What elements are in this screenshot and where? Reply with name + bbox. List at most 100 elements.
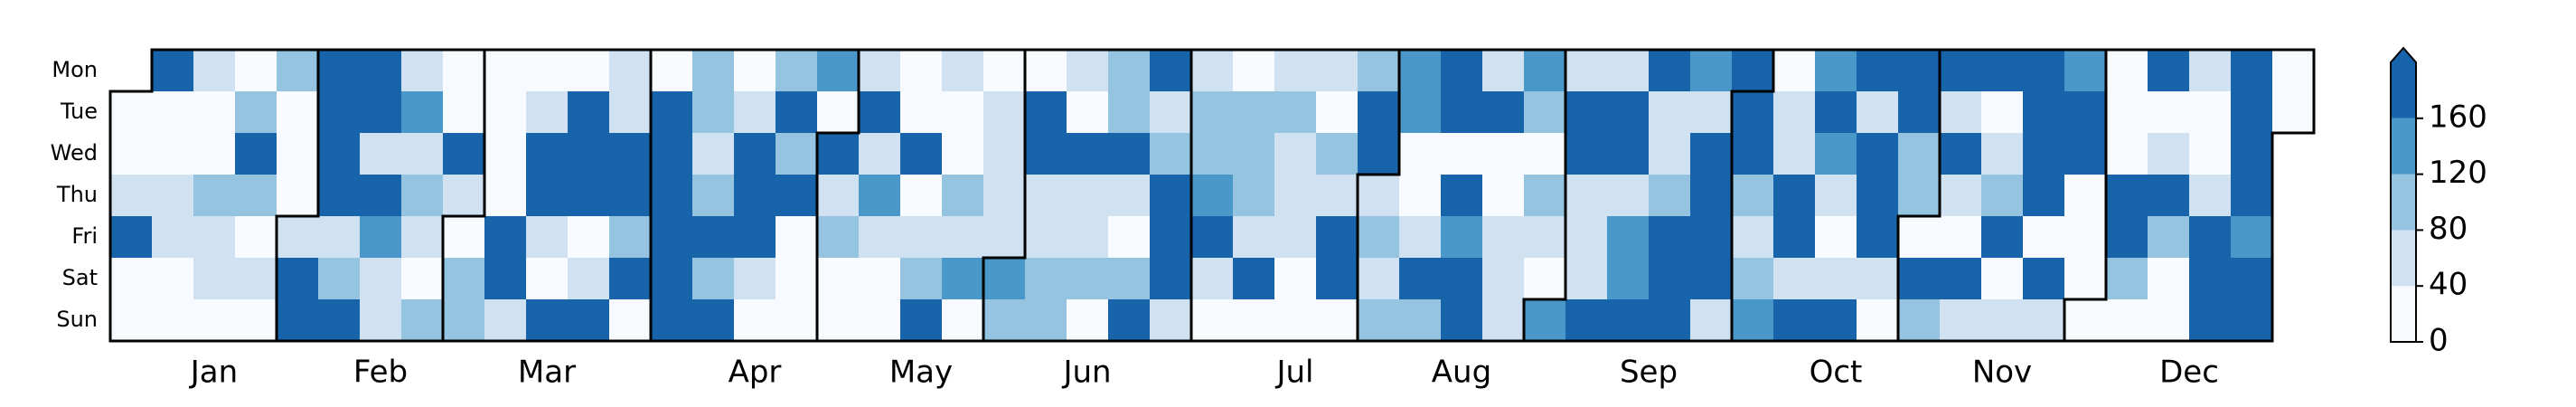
day-cell xyxy=(1316,299,1358,341)
day-cell xyxy=(1358,91,1399,133)
day-cell xyxy=(152,50,193,91)
day-cell xyxy=(1316,258,1358,299)
day-cell xyxy=(1565,258,1607,299)
day-cell xyxy=(1108,175,1150,216)
day-cell xyxy=(152,133,193,175)
day-cell xyxy=(734,50,776,91)
day-cell xyxy=(1441,299,1482,341)
day-cell xyxy=(235,91,277,133)
day-cell xyxy=(817,91,859,133)
day-cell xyxy=(776,216,817,258)
day-cell xyxy=(1773,50,1815,91)
day-cell xyxy=(484,50,526,91)
day-cell xyxy=(2231,50,2272,91)
day-cell xyxy=(1690,175,1732,216)
day-cell xyxy=(692,258,734,299)
day-cell xyxy=(983,216,1025,258)
day-cell xyxy=(1358,175,1399,216)
day-cell xyxy=(484,216,526,258)
day-cell xyxy=(983,133,1025,175)
day-cell xyxy=(235,216,277,258)
day-cell xyxy=(1940,133,1981,175)
day-cell xyxy=(2189,299,2231,341)
day-cell xyxy=(1773,258,1815,299)
day-cell xyxy=(1482,91,1524,133)
day-cell xyxy=(1274,299,1316,341)
day-cell xyxy=(568,133,609,175)
day-cell xyxy=(1025,50,1067,91)
day-cell xyxy=(1898,216,1940,258)
day-cell xyxy=(2148,91,2189,133)
day-cell xyxy=(776,133,817,175)
day-cell xyxy=(110,216,152,258)
day-cell xyxy=(152,258,193,299)
day-cell xyxy=(1233,258,1274,299)
day-cell xyxy=(1815,91,1857,133)
day-cell xyxy=(277,258,318,299)
day-cell xyxy=(1732,175,1773,216)
row-label: Sun xyxy=(56,307,98,332)
day-cell xyxy=(776,175,817,216)
day-cell xyxy=(609,299,651,341)
day-cell xyxy=(776,299,817,341)
day-cell xyxy=(1524,91,1565,133)
day-cell xyxy=(193,91,235,133)
day-cell xyxy=(1399,258,1441,299)
colorbar-band xyxy=(2391,230,2416,287)
day-cell xyxy=(401,216,443,258)
day-cell xyxy=(1233,216,1274,258)
labels: Mon Tue Wed Thu Fri Sat Sun Jan Feb Mar Apr May Jun J… xyxy=(51,57,2219,391)
day-cell xyxy=(277,50,318,91)
day-cell xyxy=(2064,299,2106,341)
day-cell xyxy=(2189,91,2231,133)
month-label: Feb xyxy=(353,355,408,391)
day-cell xyxy=(1773,175,1815,216)
day-cell xyxy=(776,91,817,133)
day-cell xyxy=(1482,216,1524,258)
day-cell xyxy=(1940,216,1981,258)
day-cell xyxy=(1940,50,1981,91)
day-cell xyxy=(1482,133,1524,175)
day-cell xyxy=(2106,175,2148,216)
month-label: Nov xyxy=(1972,355,2032,391)
day-cell xyxy=(1399,133,1441,175)
day-cell xyxy=(1981,175,2023,216)
month-outlines xyxy=(108,48,2316,343)
day-cell xyxy=(1441,258,1482,299)
day-cell xyxy=(776,50,817,91)
day-cell xyxy=(2106,91,2148,133)
day-cell xyxy=(1108,133,1150,175)
day-cell xyxy=(526,175,568,216)
day-cell xyxy=(1399,91,1441,133)
day-cell xyxy=(651,216,692,258)
day-cell xyxy=(1815,175,1857,216)
day-cell xyxy=(2106,133,2148,175)
day-cell xyxy=(401,91,443,133)
day-cell xyxy=(484,258,526,299)
row-label: Wed xyxy=(51,140,98,166)
day-cell xyxy=(734,133,776,175)
day-cell xyxy=(1358,299,1399,341)
day-cell xyxy=(2231,299,2272,341)
day-cell xyxy=(1233,91,1274,133)
day-cell xyxy=(1482,175,1524,216)
day-cell xyxy=(1981,50,2023,91)
day-cell xyxy=(1067,258,1108,299)
day-cell xyxy=(1940,299,1981,341)
day-cell xyxy=(1274,91,1316,133)
day-cell xyxy=(1565,299,1607,341)
day-cell xyxy=(1981,216,2023,258)
day-cell xyxy=(1857,299,1898,341)
day-cell xyxy=(1732,299,1773,341)
day-cell xyxy=(817,50,859,91)
day-cell xyxy=(401,133,443,175)
day-cell xyxy=(1399,50,1441,91)
day-cell xyxy=(1067,91,1108,133)
day-cell xyxy=(2023,216,2064,258)
day-cell xyxy=(443,175,484,216)
day-cell xyxy=(110,133,152,175)
day-cell xyxy=(1565,91,1607,133)
day-cell xyxy=(110,258,152,299)
day-cell xyxy=(526,91,568,133)
